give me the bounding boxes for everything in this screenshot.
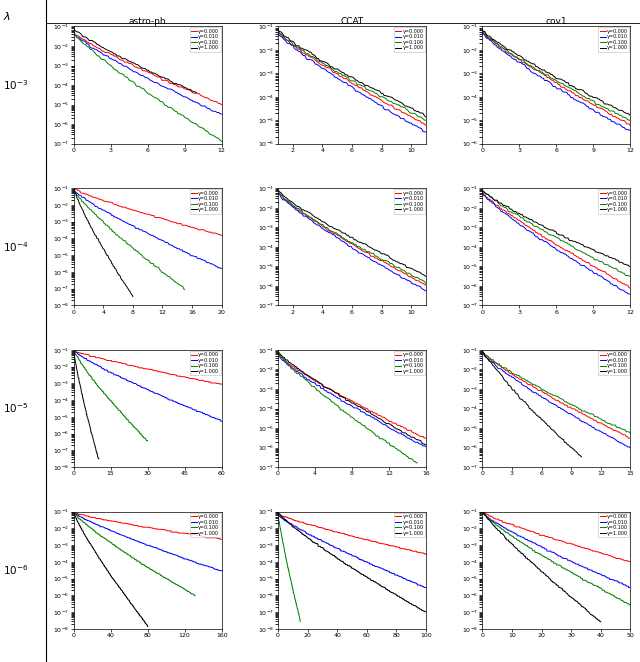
Title: astro-ph: astro-ph	[129, 17, 166, 26]
Title: cov1: cov1	[545, 17, 567, 26]
Legend: γ=0.000, γ=0.010, γ=0.100, γ=1.000: γ=0.000, γ=0.010, γ=0.100, γ=1.000	[598, 351, 629, 375]
Text: $10^{-6}$: $10^{-6}$	[3, 563, 29, 577]
Legend: γ=0.000, γ=0.010, γ=0.100, γ=1.000: γ=0.000, γ=0.010, γ=0.100, γ=1.000	[598, 189, 629, 214]
Legend: γ=0.000, γ=0.010, γ=0.100, γ=1.000: γ=0.000, γ=0.010, γ=0.100, γ=1.000	[394, 351, 425, 375]
Legend: γ=0.000, γ=0.010, γ=0.100, γ=1.000: γ=0.000, γ=0.010, γ=0.100, γ=1.000	[394, 512, 425, 537]
Title: CCAT: CCAT	[340, 17, 364, 26]
Legend: γ=0.000, γ=0.010, γ=0.100, γ=1.000: γ=0.000, γ=0.010, γ=0.100, γ=1.000	[394, 27, 425, 52]
Legend: γ=0.000, γ=0.010, γ=0.100, γ=1.000: γ=0.000, γ=0.010, γ=0.100, γ=1.000	[598, 512, 629, 537]
Text: $\lambda$: $\lambda$	[3, 10, 11, 22]
Text: $10^{-4}$: $10^{-4}$	[3, 240, 29, 254]
Legend: γ=0.000, γ=0.010, γ=0.100, γ=1.000: γ=0.000, γ=0.010, γ=0.100, γ=1.000	[189, 189, 221, 214]
Legend: γ=0.000, γ=0.010, γ=0.100, γ=1.000: γ=0.000, γ=0.010, γ=0.100, γ=1.000	[189, 512, 221, 537]
Text: $10^{-5}$: $10^{-5}$	[3, 402, 29, 416]
Legend: γ=0.000, γ=0.010, γ=0.100, γ=1.000: γ=0.000, γ=0.010, γ=0.100, γ=1.000	[598, 27, 629, 52]
Legend: γ=0.000, γ=0.010, γ=0.100, γ=1.000: γ=0.000, γ=0.010, γ=0.100, γ=1.000	[394, 189, 425, 214]
Legend: γ=0.000, γ=0.010, γ=0.100, γ=1.000: γ=0.000, γ=0.010, γ=0.100, γ=1.000	[189, 27, 221, 52]
Legend: γ=0.000, γ=0.010, γ=0.100, γ=1.000: γ=0.000, γ=0.010, γ=0.100, γ=1.000	[189, 351, 221, 375]
Text: $10^{-3}$: $10^{-3}$	[3, 78, 29, 92]
